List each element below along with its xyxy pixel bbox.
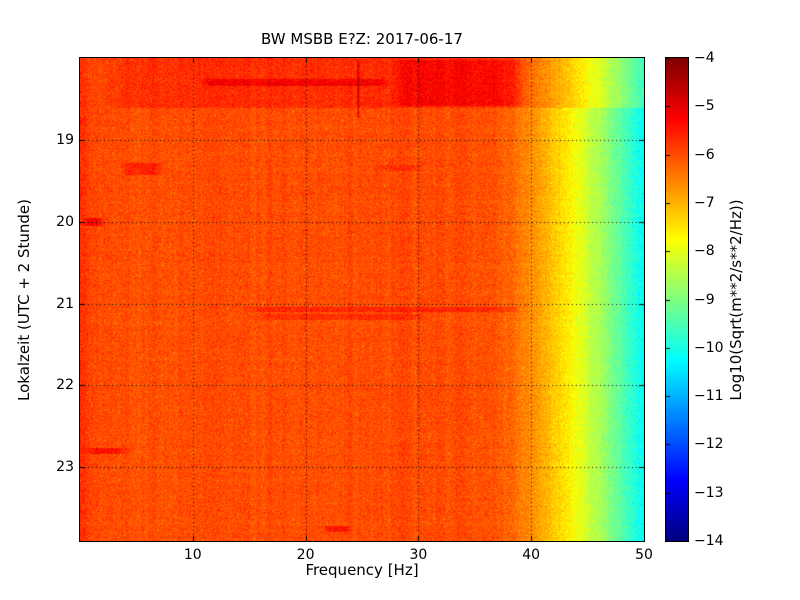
x-tick-label: 10 bbox=[183, 547, 202, 563]
y-tick-label: 22 bbox=[56, 377, 74, 394]
colorbar-tick-label: −4 bbox=[694, 50, 715, 66]
x-tick-label: 40 bbox=[522, 547, 541, 563]
colorbar-tick-label: −7 bbox=[694, 194, 715, 211]
colorbar-label: Log10(Sqrt(m**2/s**2/Hz)) bbox=[727, 199, 745, 401]
y-axis-label: Lokalzeit (UTC + 2 Stunde) bbox=[15, 199, 33, 401]
y-tick-label: 19 bbox=[56, 131, 74, 148]
colorbar-tick-label: −13 bbox=[694, 484, 724, 501]
chart-title: BW MSBB E?Z: 2017-06-17 bbox=[261, 30, 463, 48]
x-tick-label: 50 bbox=[635, 547, 653, 563]
colorbar-tick-label: −5 bbox=[694, 98, 715, 115]
colorbar-tick-label: −11 bbox=[694, 388, 724, 405]
colorbar-tick-label: −8 bbox=[694, 243, 715, 260]
colorbar-tick-label: −14 bbox=[694, 533, 724, 549]
colorbar-tick-label: −10 bbox=[694, 339, 724, 356]
colorbar bbox=[665, 57, 689, 542]
spectrogram-heatmap bbox=[79, 57, 645, 542]
y-tick-label: 20 bbox=[56, 213, 74, 230]
y-tick-label: 21 bbox=[56, 295, 74, 312]
x-tick-label: 30 bbox=[409, 547, 428, 563]
x-tick-label: 20 bbox=[296, 547, 315, 563]
colorbar-tick-label: −9 bbox=[694, 291, 715, 308]
colorbar-tick-label: −12 bbox=[694, 436, 724, 453]
y-tick-label: 23 bbox=[56, 459, 74, 476]
x-axis-label: Frequency [Hz] bbox=[305, 561, 419, 579]
colorbar-tick-label: −6 bbox=[694, 146, 715, 163]
